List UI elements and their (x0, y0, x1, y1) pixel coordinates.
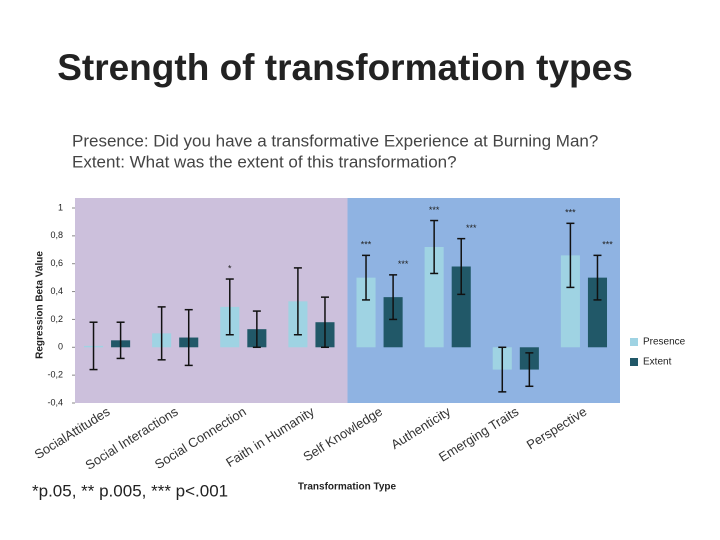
y-tick-label: 0 (58, 342, 63, 352)
error-bar (89, 321, 98, 371)
x-axis-label: Transformation Type (298, 482, 397, 493)
y-axis-label: Regression Beta Value (35, 251, 46, 359)
error-bar (389, 274, 398, 321)
error-bar (593, 254, 602, 301)
bar (451, 266, 471, 348)
y-tick-label: -0,2 (47, 370, 63, 380)
error-bar (566, 222, 575, 289)
error-bar (362, 254, 371, 301)
significance-label: *** (602, 240, 613, 250)
error-bar (320, 296, 329, 349)
error-bar (157, 306, 166, 361)
significance-label: *** (361, 240, 372, 250)
bar (424, 247, 444, 348)
subtitle: Presence: Did you have a transformative … (72, 131, 598, 150)
error-bar (225, 278, 234, 336)
error-bar (184, 308, 193, 367)
chart-title: Strength of transformation types (57, 47, 633, 88)
error-bar (293, 267, 302, 336)
legend-swatch (630, 338, 638, 346)
error-bar (457, 237, 466, 296)
error-bar (430, 219, 439, 275)
significance-label: *** (429, 205, 440, 215)
legend-label: Presence (643, 337, 686, 348)
footnote: *p.05, ** p.005, *** p<.001 (32, 481, 228, 500)
error-bar (252, 310, 261, 349)
y-tick-label: 1 (58, 202, 63, 212)
error-bar (525, 352, 534, 388)
legend-swatch (630, 358, 638, 366)
bar (356, 277, 376, 348)
error-bar (498, 346, 507, 393)
y-tick-label: 0,8 (50, 230, 63, 240)
y-tick-label: 0,2 (50, 314, 63, 324)
y-tick-label: 0,6 (50, 258, 63, 268)
legend-label: Extent (643, 357, 672, 368)
subtitle: Extent: What was the extent of this tran… (72, 152, 457, 171)
x-tick-label: Authenticity (388, 403, 453, 452)
significance-label: * (228, 263, 232, 273)
bar (383, 297, 403, 348)
panel-bg (75, 198, 348, 403)
significance-label: *** (466, 223, 477, 233)
bar (587, 277, 608, 348)
y-tick-label: -0,4 (47, 397, 63, 407)
error-bar (116, 321, 125, 360)
significance-label: *** (565, 208, 576, 218)
y-tick-label: 0,4 (50, 286, 63, 296)
x-tick-label: Perspective (524, 404, 590, 453)
significance-label: *** (398, 259, 409, 269)
bar (560, 255, 580, 348)
